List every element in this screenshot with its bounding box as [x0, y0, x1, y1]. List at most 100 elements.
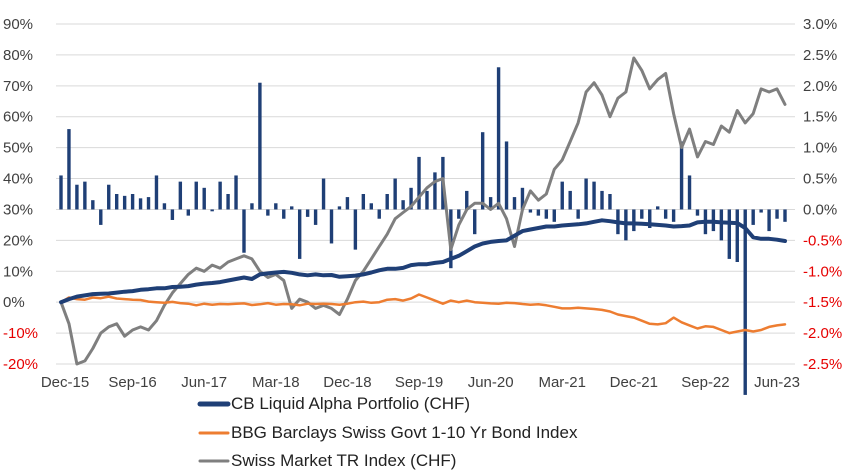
bar	[679, 141, 684, 210]
bar	[242, 209, 246, 253]
bar	[162, 203, 167, 210]
bar	[457, 209, 461, 219]
bar	[122, 195, 127, 210]
x-tick-label: Sep-16	[108, 374, 156, 391]
bar	[488, 197, 493, 210]
y-left-tick-label: -20%	[3, 356, 38, 373]
cb-liquid-alpha-line	[59, 218, 787, 305]
legend: CB Liquid Alpha Portfolio (CHF) BBG Barcl…	[197, 394, 578, 470]
bar	[520, 187, 525, 210]
legend-item-swiss-govt-bond-label: BBG Barclays Swiss Govt 1-10 Yr Bond Ind…	[231, 423, 578, 442]
y-left-tick-label: 50%	[3, 140, 33, 157]
bar	[767, 209, 771, 232]
x-tick-label: Dec-15	[41, 374, 89, 391]
y-right-tick-label: 0.0%	[803, 201, 837, 218]
bar	[361, 194, 366, 210]
bar	[600, 190, 604, 210]
x-tick-label: Jun-20	[468, 374, 514, 391]
bar	[743, 209, 747, 395]
bar	[154, 175, 159, 210]
bar	[504, 141, 509, 210]
x-tick-label: Sep-22	[681, 374, 729, 391]
bar	[305, 209, 310, 217]
bar	[345, 197, 350, 210]
swiss-market-line	[59, 56, 787, 366]
bar	[409, 187, 413, 210]
axes: 90% 80% 70% 60% 50% 40% 30% 20% 10% 0% -10% -20% 3.0…	[3, 16, 842, 391]
bar	[99, 209, 103, 225]
y-left-tick-label: 60%	[3, 109, 33, 126]
y-right-tick-label: 2.0%	[803, 78, 837, 95]
bar	[266, 209, 270, 216]
y-left-tick-label: 70%	[3, 78, 33, 95]
bar	[329, 209, 334, 244]
y-left-tick-label: -10%	[3, 325, 38, 342]
bar-series	[59, 67, 787, 395]
bar	[775, 209, 779, 219]
y-right-tick-label: -2.0%	[803, 325, 842, 342]
bar	[608, 194, 612, 210]
bar	[560, 181, 564, 210]
bar	[313, 209, 318, 225]
bar	[751, 209, 755, 225]
x-tick-label: Jun-17	[181, 374, 227, 391]
gridlines	[56, 23, 795, 365]
y-left-tick-label: 20%	[3, 232, 33, 249]
bar	[735, 209, 739, 262]
x-tick-label: Mar-18	[252, 374, 300, 391]
bar	[170, 209, 175, 220]
legend-item-cb-liquid-alpha-label: CB Liquid Alpha Portfolio (CHF)	[231, 394, 470, 413]
y-left-tick-label: 90%	[3, 16, 33, 33]
bar	[465, 190, 469, 210]
bar	[671, 209, 676, 222]
x-tick-label: Jun-23	[754, 374, 800, 391]
bar	[258, 82, 262, 210]
legend-item-swiss-market-label: Swiss Market TR Index (CHF)	[231, 451, 456, 470]
bar	[536, 209, 541, 216]
bar	[114, 194, 119, 210]
bar	[83, 181, 87, 210]
swiss-govt-bond-line	[59, 293, 787, 335]
bar	[226, 194, 230, 210]
bar	[632, 209, 636, 232]
bar	[297, 209, 302, 259]
bar	[783, 209, 787, 222]
y-right-tick-label: -0.5%	[803, 232, 842, 249]
bar	[75, 184, 79, 210]
line-series	[59, 56, 787, 366]
bar	[648, 209, 652, 228]
bar	[480, 132, 485, 210]
bar	[592, 181, 596, 210]
bar	[496, 67, 501, 210]
bar	[290, 206, 294, 210]
bar	[194, 181, 198, 210]
bar	[337, 206, 342, 210]
bar	[568, 190, 572, 210]
bar	[59, 175, 63, 210]
y-right-tick-label: -2.5%	[803, 356, 842, 373]
bar	[656, 206, 660, 210]
x-tick-label: Dec-21	[610, 374, 658, 391]
bar	[377, 209, 381, 219]
bar	[218, 181, 222, 210]
y-left-tick-label: 30%	[3, 201, 33, 218]
y-right-tick-label: 1.5%	[803, 109, 837, 126]
bar	[146, 197, 151, 210]
bar	[544, 209, 549, 219]
y-right-tick-label: -1.0%	[803, 263, 842, 280]
y-left-tick-label: 10%	[3, 263, 33, 280]
bar	[186, 209, 190, 216]
y-right-tick-label: 2.5%	[803, 47, 837, 64]
bar	[369, 203, 373, 210]
x-tick-label: Sep-19	[395, 374, 443, 391]
bar	[130, 194, 135, 210]
bar	[107, 184, 111, 210]
y-left-tick-label: 0%	[3, 294, 25, 311]
bar	[695, 209, 700, 216]
bar	[282, 209, 286, 219]
bar	[210, 209, 214, 212]
y-left-tick-label: 40%	[3, 171, 33, 188]
bar	[393, 178, 397, 210]
bar	[417, 156, 421, 210]
